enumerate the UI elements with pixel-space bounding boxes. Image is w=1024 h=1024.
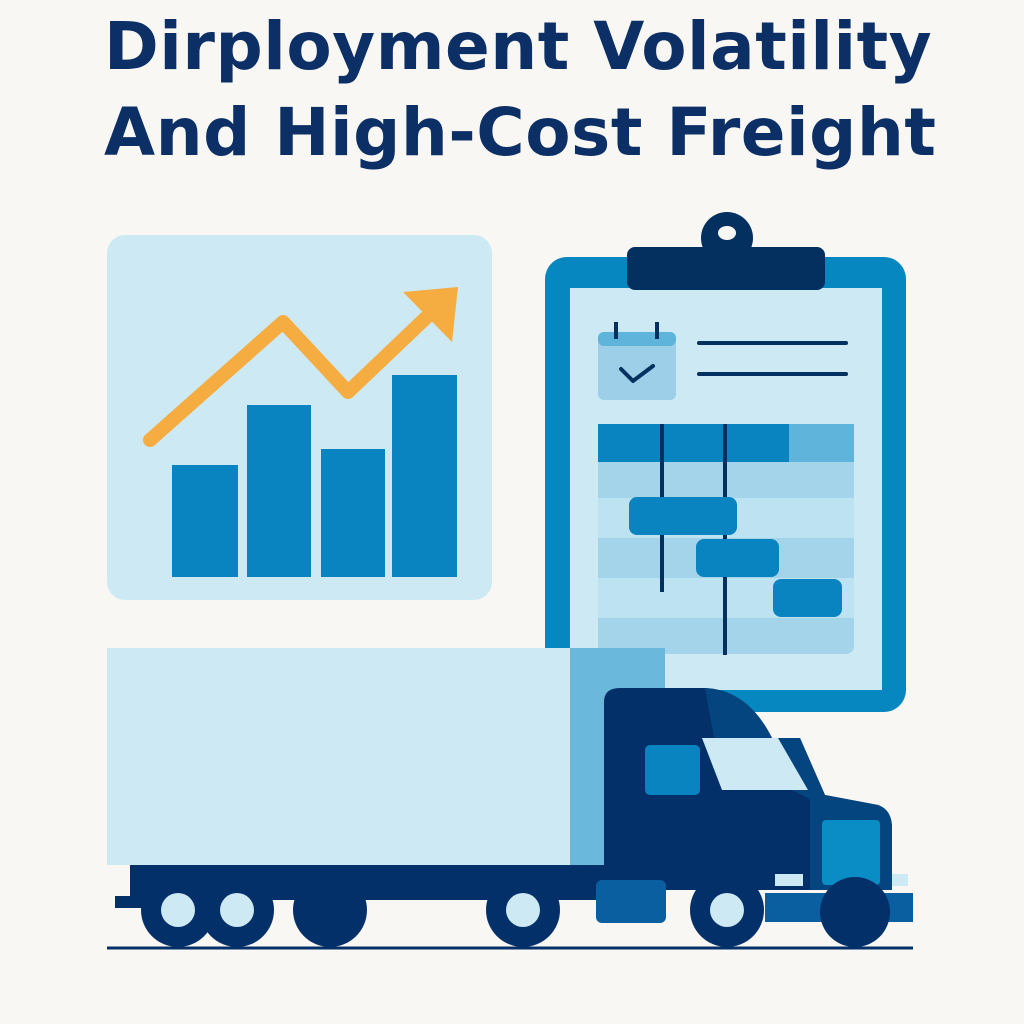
bar-chart-icon — [107, 235, 492, 600]
trend-arrow-line — [143, 305, 439, 447]
trailer — [107, 648, 572, 865]
title-line-2: And High-Cost Freight — [104, 94, 937, 171]
calendar-check-icon — [598, 322, 676, 400]
bar — [247, 405, 311, 577]
clip — [627, 247, 825, 290]
gantt-chart — [598, 424, 854, 655]
clip-hole — [718, 226, 736, 240]
gantt-bar — [773, 579, 842, 617]
title-line-1: Dirployment Volatility — [104, 8, 933, 85]
windshield — [702, 738, 808, 790]
step — [596, 880, 666, 923]
semi-truck-icon — [107, 648, 913, 950]
gantt-header — [598, 424, 789, 462]
gantt-bar — [629, 497, 737, 535]
headlight — [775, 874, 803, 886]
bar — [172, 465, 238, 577]
side-window — [645, 745, 700, 795]
bar — [321, 449, 385, 577]
clipboard-icon — [545, 212, 906, 712]
grille — [822, 820, 880, 885]
wheels — [141, 873, 890, 947]
gantt-bar — [696, 539, 779, 577]
gantt-header — [789, 424, 854, 462]
arrow-head-icon — [403, 287, 458, 342]
bar — [392, 375, 457, 577]
